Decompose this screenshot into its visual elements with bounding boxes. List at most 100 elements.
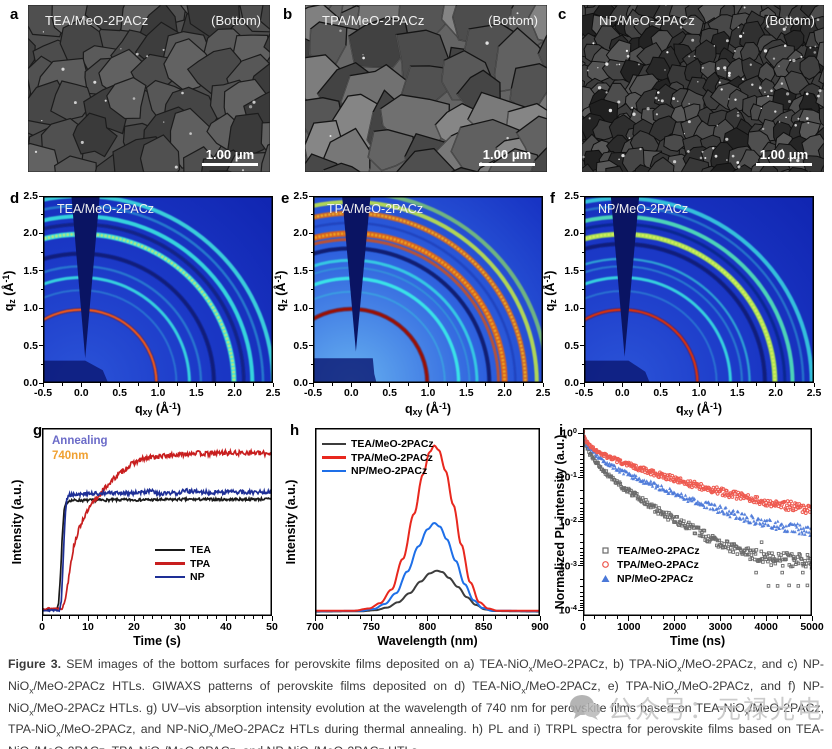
tick-mark [234,383,236,387]
tick-mark [580,542,583,544]
tick-mark [602,383,604,386]
tick-mark [119,383,121,387]
tick-label: 0.0 [293,377,308,389]
text-segment: /MeO-2PACz, TPA-NiO [8,700,824,737]
series-NP [42,487,272,613]
tick-label: 0.0 [344,387,359,399]
text-segment: -1 [439,401,447,411]
text-segment: SEM images of the bottom surfaces for pe… [61,657,529,671]
legend-item: TEA/MeO-2PACz [322,438,434,450]
beamstop-wedge [71,196,100,359]
tick-mark [580,472,583,474]
sem-panel-a: TEA/MeO-2PACz (Bottom) 1.00 μm [28,5,270,172]
tick-mark [528,616,530,619]
scale-bar-label: 1.00 μm [482,146,532,162]
scale-bar-line [756,162,812,166]
tick-mark [262,616,264,619]
tick-mark [41,616,43,621]
tick-mark [331,383,333,386]
tick-mark [794,383,796,386]
tick-mark [580,445,583,447]
tick-label: 900 [531,621,549,633]
tick-mark [408,383,410,386]
tick-label: 1000 [617,621,641,633]
tick-mark [40,214,43,216]
tick-label: 800 [418,621,437,633]
tick-label: 10 [82,621,94,633]
text-segment: Figure 3. [8,657,62,671]
tick-mark [578,609,583,611]
text-segment: /MeO-2PACz, e) TPA-NiO [525,678,674,693]
tick-mark [234,616,236,619]
tick-mark [161,616,163,619]
tick-mark [580,555,583,557]
tick-label: 0.0 [23,377,38,389]
text-segment: xy [683,406,694,417]
sem-image [305,5,547,172]
giwaxs-panel-d: TEA/MeO-2PACz [43,196,273,388]
legend-item: TPA/MeO-2PACz [322,452,433,464]
tick-mark [389,383,391,387]
tick-mark [697,616,698,619]
scale-bar-label: 1.00 μm [205,146,255,162]
axis-title-time-g: Time (s) [133,634,181,648]
text-segment: (Å [693,401,711,416]
tick-mark [170,616,172,619]
tick-label: 40 [220,621,232,633]
tick-mark [472,616,473,619]
tick-mark [641,383,642,386]
tick-mark [813,383,815,387]
tick-label: 1.0 [150,387,166,399]
text-segment: (Å [422,401,440,416]
tick-mark [310,251,313,253]
tick-label: 2.5 [806,387,822,399]
exponent: 0 [572,426,577,435]
tick-mark [581,326,584,328]
tick-mark [39,232,43,234]
tick-label: 0.5 [564,339,579,352]
tick-mark [628,616,630,621]
tick-mark [580,605,583,607]
text-segment: /MeO-2PACz HTLs during thermal annealing… [8,722,825,749]
text-segment: x [29,685,34,696]
tick-label: 1.5 [23,264,38,277]
tick-label: 10-1 [558,470,577,484]
tick-mark [523,383,525,386]
legend-label: TPA/MeO-2PACz [617,559,699,571]
tick-label: 2.0 [227,387,242,399]
text-segment: xy [412,406,423,417]
legend-swatch [322,469,346,473]
tick-mark [580,463,583,465]
text-segment: /MeO-2PACz, b) TPA-NiO [532,657,678,671]
tick-mark [580,586,583,588]
tick-mark [494,616,496,619]
text-segment: (Å [542,282,557,300]
tick-label: 1.5 [730,387,745,399]
axis-title-wavelength-h: Wavelength (nm) [377,634,478,648]
text-segment: q [676,401,684,416]
legend-item: NP/MeO-2PACz [600,573,693,585]
tick-mark [580,503,583,505]
beamstop-wedge [610,196,640,357]
tick-mark [708,616,710,619]
scale-bar: 1.00 μm [756,147,812,166]
tick-mark [621,383,623,387]
tick-mark [580,511,583,513]
tick-mark [215,383,216,386]
tick-mark [151,616,153,619]
text-segment: -1 [273,274,284,283]
tick-label: 2.5 [265,387,281,399]
series-TEA/MeO-2PACz [315,569,540,613]
tick-mark [309,270,313,272]
sem-label: TEA/MeO-2PACz [45,13,149,28]
tick-mark [115,616,117,619]
tick-label: 1.5 [459,387,474,399]
tick-mark [446,383,448,386]
legend-item: TEA [155,544,211,556]
tick-mark [581,251,584,253]
tick-mark [105,616,107,619]
tick-mark [325,616,327,619]
tick-mark [271,616,273,621]
text-segment: q [405,401,413,416]
